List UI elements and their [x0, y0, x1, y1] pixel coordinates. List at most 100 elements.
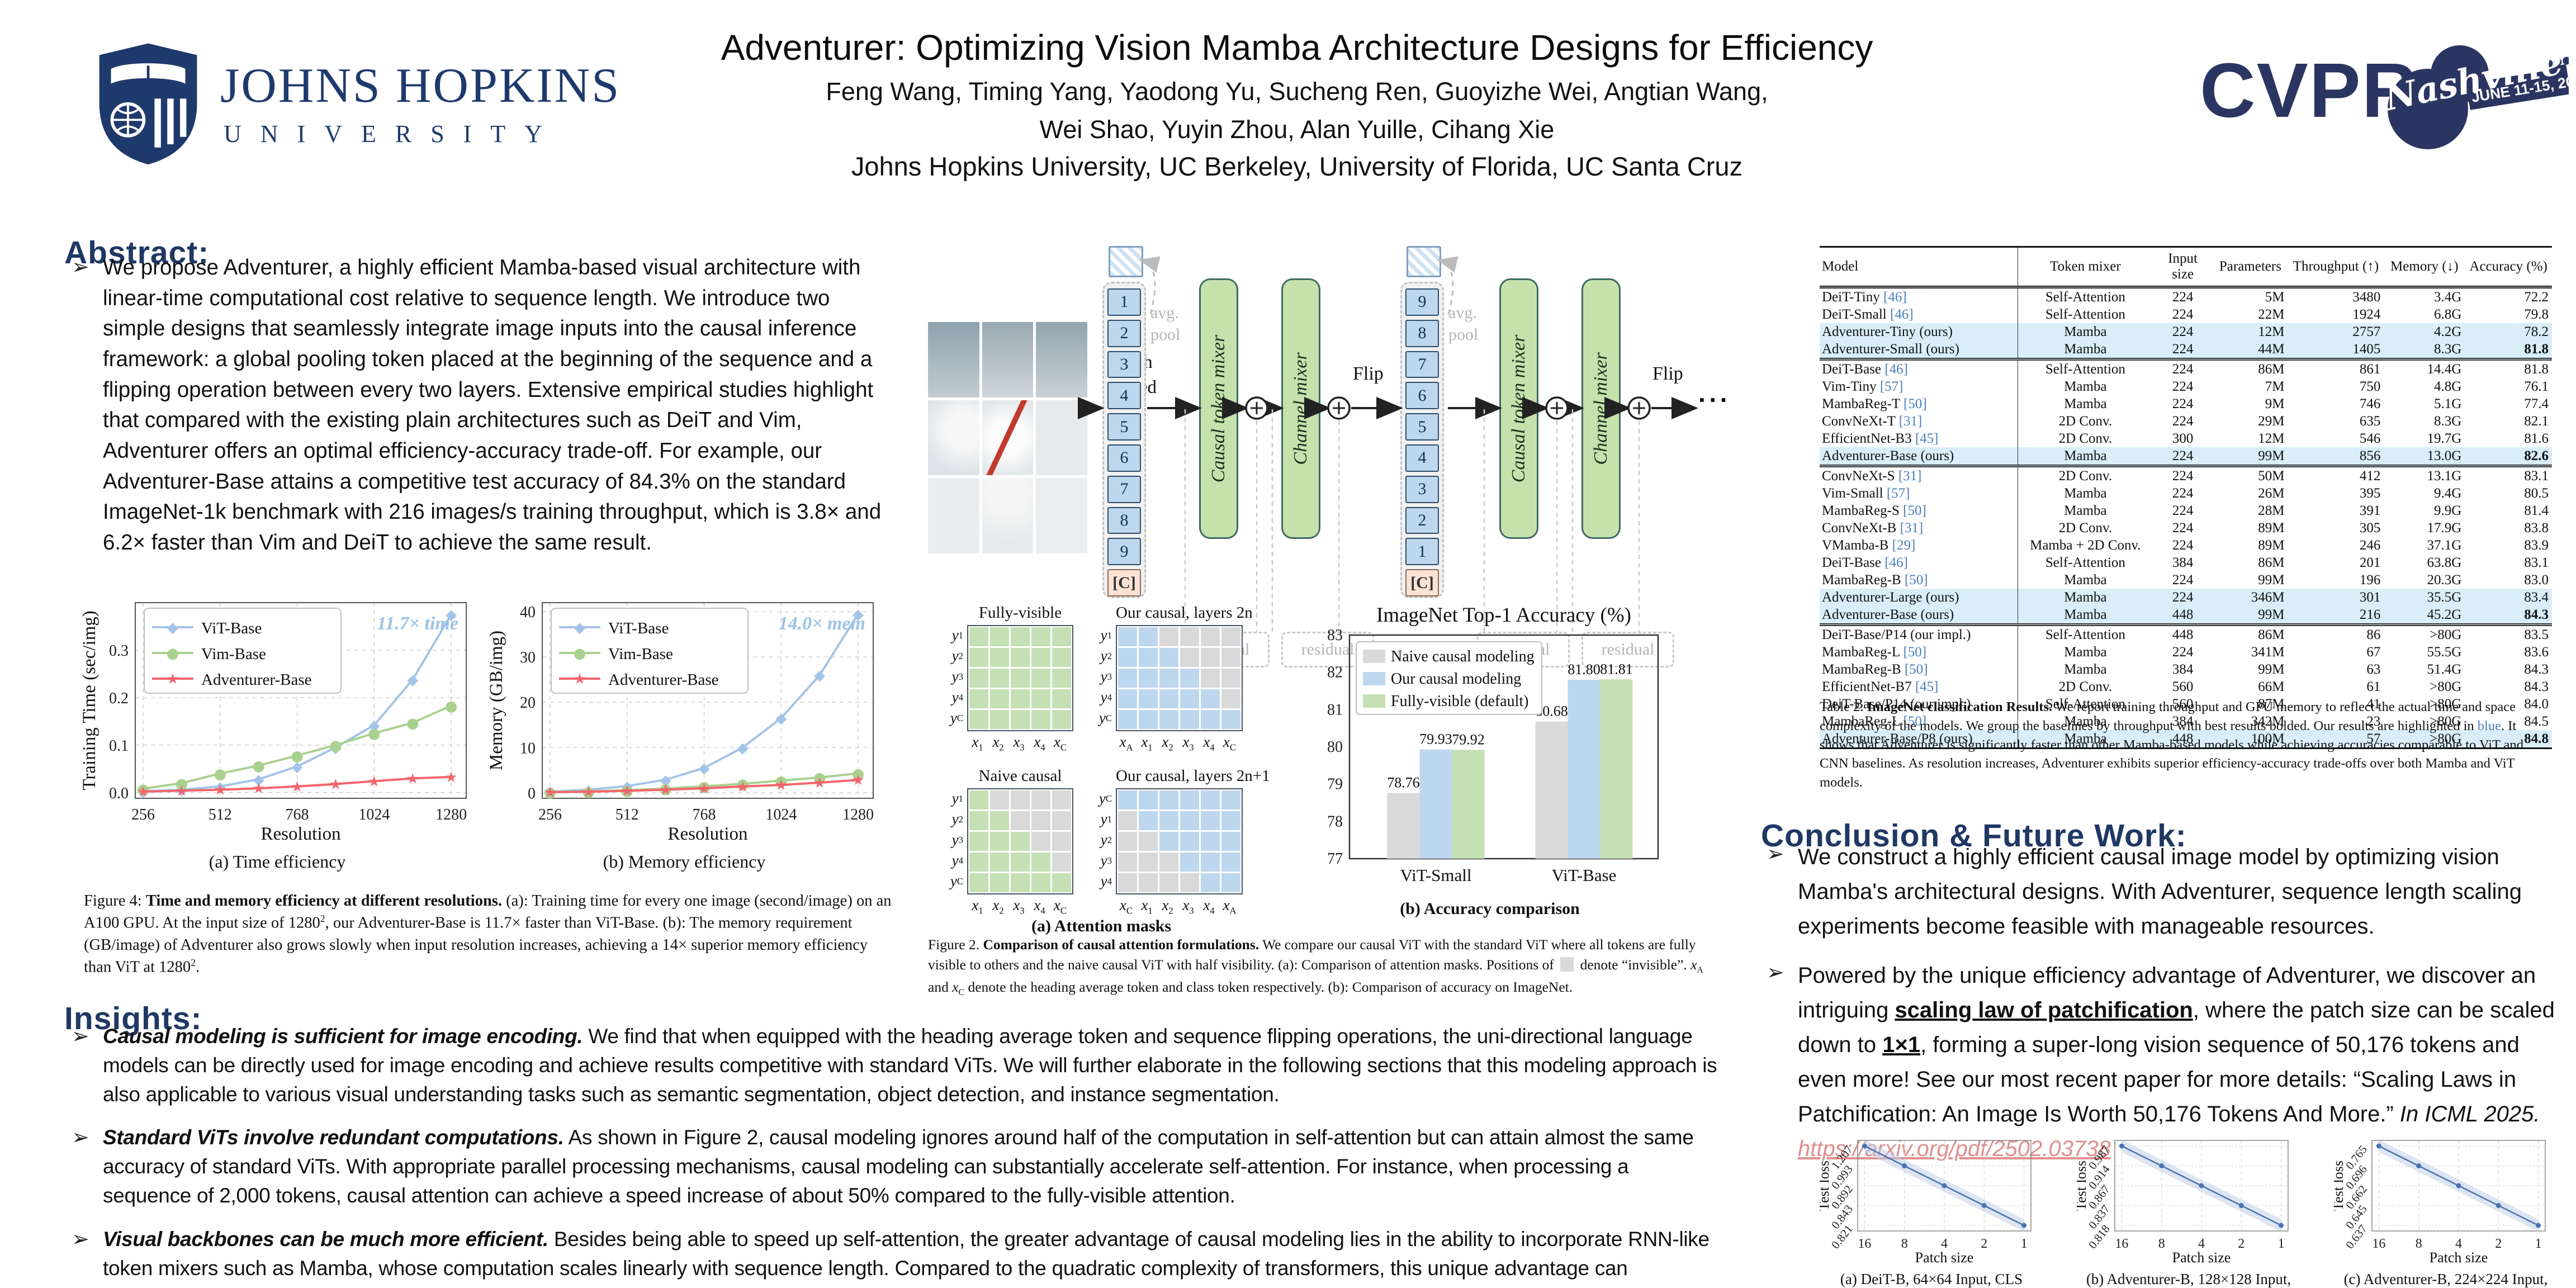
- mask-cell: [1139, 627, 1158, 646]
- mask-cell: [990, 832, 1009, 851]
- svg-text:★: ★: [291, 779, 304, 795]
- mask-cell: [1011, 710, 1030, 729]
- svg-text:11.7× time: 11.7× time: [377, 613, 458, 634]
- mask-cell: [1201, 873, 1220, 892]
- attention-mask-1: Fully-visible y 1 y 2 y 3 y 4 y C x1 x2 x3 x4 xC: [945, 604, 1073, 753]
- svg-text:10: 10: [520, 740, 536, 757]
- mask-cell: [1031, 790, 1050, 809]
- mask-cell: [1221, 689, 1240, 708]
- svg-text:★: ★: [659, 782, 672, 799]
- svg-text:★: ★: [175, 783, 188, 799]
- mask-cell: [1139, 873, 1158, 892]
- class-token: [C]: [1107, 569, 1141, 596]
- mask-cell: [1052, 811, 1071, 830]
- mask-col-label: xC: [1223, 733, 1237, 753]
- mask-cell: [1139, 790, 1158, 809]
- svg-text:1280: 1280: [435, 806, 467, 823]
- svg-text:●: ●: [445, 698, 458, 714]
- mask-cell: [990, 873, 1009, 892]
- svg-text:★: ★: [543, 784, 556, 801]
- svg-text:Fully-visible (default): Fully-visible (default): [1391, 693, 1529, 710]
- mask-col-label: xA: [1119, 733, 1133, 753]
- fig2b-svg: ImageNet Top-1 Accuracy (%) 77 78 79 80 81 82 8…: [1327, 604, 1659, 885]
- attention-mask-2: Our causal, layers 2n y 1 y 2 y 3 y 4 y C xA x1 x2 x3 x…: [1093, 604, 1253, 753]
- channel-mixer-2: Channel mixer: [1581, 278, 1621, 539]
- svg-text:0.2: 0.2: [109, 690, 129, 707]
- svg-text:30: 30: [520, 649, 536, 666]
- image-patch: [928, 478, 979, 553]
- table-header: Model: [1820, 247, 2018, 288]
- bullet-item: ➢ Powered by the unique efficiency advant…: [1767, 958, 2566, 1166]
- svg-text:1024: 1024: [765, 806, 797, 823]
- avg-pool-label: avg. pool: [1448, 304, 1479, 344]
- architecture-diagram: Patchembed123456789[C]987654321[C]avg.po…: [894, 224, 1755, 688]
- image-patch: [1036, 478, 1087, 553]
- mask-cell: [1180, 832, 1199, 851]
- imagenet-results-table: Model Token mixer Input size Parameters Thro…: [1820, 246, 2552, 749]
- channel-mixer-1: Channel mixer: [1281, 278, 1320, 539]
- mask-cell: [1201, 669, 1220, 688]
- mask-cell: [1031, 873, 1050, 892]
- table-row: DeiT-Tiny [46] Self-Attention 224 5M 3480 3.4…: [1820, 287, 2552, 306]
- table-row: MambaReg-S [50] Mamba 224 28M 391 9.9G 81.4: [1820, 502, 2552, 519]
- fig2a-subcaption: (a) Attention masks: [1031, 917, 1171, 935]
- mask-cell: [1052, 627, 1071, 646]
- mask-cell: [1011, 689, 1030, 708]
- table-row: DeiT-Small [46] Self-Attention 224 22M 1924 6…: [1820, 306, 2552, 323]
- svg-text:8: 8: [1901, 1237, 1908, 1251]
- svg-text:81.80: 81.80: [1568, 661, 1600, 678]
- svg-text:◆: ◆: [292, 759, 303, 775]
- mask-cell: [1052, 689, 1071, 708]
- svg-text:★: ★: [368, 773, 381, 790]
- svg-text:1: 1: [2535, 1237, 2542, 1251]
- time-efficiency-chart: 256 512 768 1024 1280 0.0 0.1 0.2 0.3 ◆ ◆ ◆ ◆ ◆ ◆ ◆ ◆ ◆ ● ●…: [78, 594, 476, 872]
- mask-cell: [1180, 790, 1199, 809]
- abstract-heading: Abstract:: [64, 235, 210, 271]
- table-header: Input size: [2152, 247, 2213, 288]
- mask-cell: [1031, 689, 1050, 708]
- mask-cell: [1221, 790, 1240, 809]
- mask-col-label: x1: [972, 897, 983, 916]
- flip-label: Flip: [1652, 363, 1683, 384]
- mask-title: Naive causal: [978, 767, 1062, 785]
- svg-text:40: 40: [520, 604, 536, 621]
- jhu-wordmark: JOHNS HOPKINS: [220, 59, 621, 113]
- mask-cell: [1221, 873, 1240, 892]
- svg-text:16: 16: [2115, 1237, 2128, 1251]
- mask-cell: [1221, 853, 1240, 872]
- mask-cell: [1052, 832, 1071, 851]
- mask-cell: [990, 669, 1009, 688]
- mask-cell: [1118, 627, 1137, 646]
- bullet-arrow-icon: ➢: [72, 255, 89, 279]
- fig4a-subcaption: (a) Time efficiency: [209, 851, 346, 872]
- svg-text:◆: ◆: [253, 771, 264, 788]
- token-column-2: 9 8 7 6 5 4 3 2 1 [C]: [1400, 282, 1444, 598]
- table-row: Adventurer-Tiny (ours) Mamba 224 12M 2757 4.2…: [1820, 323, 2552, 340]
- patch-token: 1: [1405, 538, 1439, 566]
- bullet-arrow-icon: ➢: [72, 1227, 89, 1251]
- mask-cell: [1011, 669, 1030, 688]
- mask-cell: [1118, 669, 1137, 688]
- bullet-arrow-icon: ➢: [72, 1025, 89, 1048]
- mask-cell: [1052, 710, 1071, 729]
- image-patch: [1036, 322, 1087, 397]
- mask-cell: [990, 627, 1009, 646]
- causal-token-mixer-2: Causal token mixer: [1499, 278, 1538, 539]
- mask-cell: [1011, 790, 1030, 809]
- mask-cell: [1180, 627, 1199, 646]
- table-row: Vim-Small [57] Mamba 224 26M 395 9.4G 80.5: [1820, 485, 2552, 502]
- table-row: EfficientNet-B7 [45] 2D Conv. 560 66M 61 >80G…: [1820, 678, 2552, 695]
- mask-cell: [1118, 873, 1137, 892]
- bullet-item: ➢ Standard ViTs involve redundant computa…: [72, 1123, 1721, 1210]
- svg-text:Adventurer-Base: Adventurer-Base: [608, 671, 719, 689]
- svg-text:82: 82: [1327, 664, 1343, 681]
- mask-cell: [1159, 689, 1178, 708]
- svg-text:★: ★: [136, 784, 149, 801]
- svg-text:Training Time (sec/img): Training Time (sec/img): [79, 610, 100, 790]
